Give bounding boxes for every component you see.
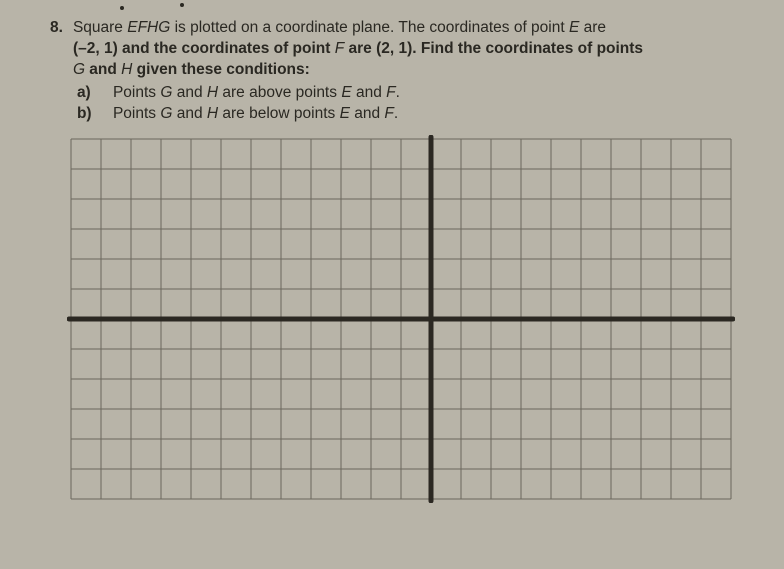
part-text: Points G and H are below points E and F. (113, 104, 398, 125)
point-e: E (340, 105, 350, 122)
t: are below points (218, 105, 340, 122)
point-h: H (207, 105, 218, 122)
stem-text: given these conditions: (132, 61, 309, 78)
stem-text: is plotted on a coordinate plane. The co… (170, 19, 569, 36)
problem-number: 8. (50, 18, 63, 125)
problem-block: 8. Square EFHG is plotted on a coordinat… (50, 18, 744, 125)
stem-text: (–2, 1) and the coordinates of point (73, 40, 335, 57)
part-label: a) (77, 83, 95, 104)
part-text: Points G and H are above points E and F. (113, 83, 400, 104)
stem-text: are (2, 1). Find the coordinates of poin… (344, 40, 643, 57)
t: Points (113, 105, 160, 122)
point-f: F (384, 105, 393, 122)
part-label: b) (77, 104, 95, 125)
problem-stem: Square EFHG is plotted on a coordinate p… (73, 18, 744, 125)
point-h: H (207, 84, 218, 101)
t: and (350, 105, 384, 122)
coordinate-grid (67, 135, 727, 503)
stem-text: Square (73, 19, 127, 36)
square-name: EFHG (127, 19, 170, 36)
stem-text: and (85, 61, 121, 78)
point-g: G (160, 84, 172, 101)
speck-icon (120, 6, 124, 10)
t: . (394, 105, 398, 122)
t: . (396, 84, 400, 101)
t: and (172, 84, 206, 101)
part-b: b) Points G and H are below points E and… (77, 104, 744, 125)
t: and (352, 84, 386, 101)
point-f: F (386, 84, 395, 101)
grid-svg (67, 135, 735, 503)
t: and (172, 105, 206, 122)
stem-text: are (579, 19, 606, 36)
point-f: F (335, 40, 344, 57)
parts-list: a) Points G and H are above points E and… (73, 83, 744, 125)
point-g: G (73, 61, 85, 78)
t: are above points (218, 84, 341, 101)
t: Points (113, 84, 160, 101)
point-g: G (160, 105, 172, 122)
part-a: a) Points G and H are above points E and… (77, 83, 744, 104)
point-e: E (341, 84, 351, 101)
point-h: H (121, 61, 132, 78)
speck-icon (180, 3, 184, 7)
point-e: E (569, 19, 579, 36)
